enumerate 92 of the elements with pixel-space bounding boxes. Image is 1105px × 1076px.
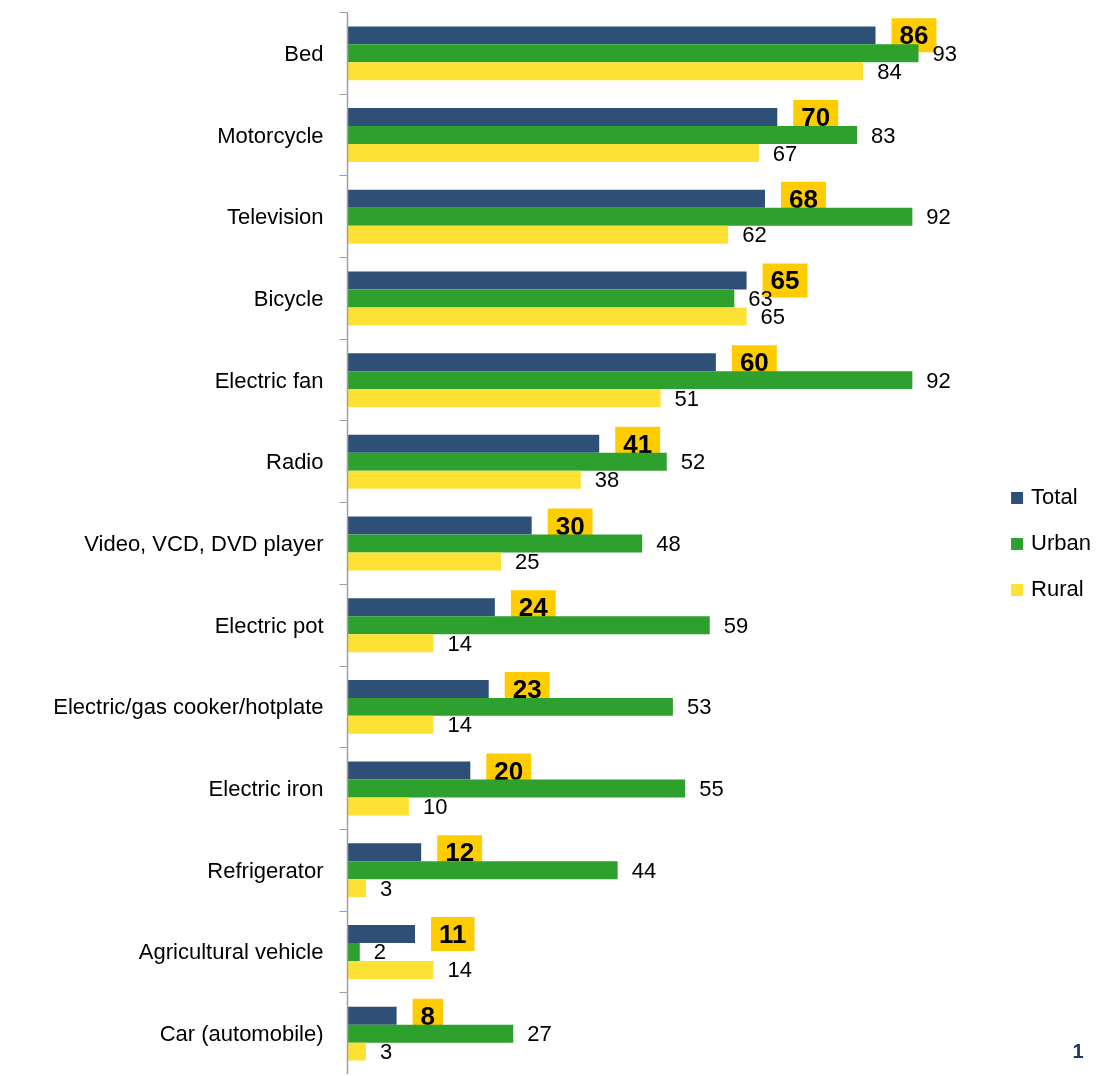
data-label: 92 [926,367,951,393]
bar [347,1024,514,1043]
y-tick-label: Electric fan [214,367,324,393]
y-tick-label: Car (automobile) [159,1021,324,1047]
bar [347,634,434,653]
data-label: 24 [518,592,549,623]
y-tick-label: Television [226,204,324,230]
data-label: 86 [899,20,929,51]
bar [347,534,643,553]
data-label: 38 [594,467,620,493]
data-label: 2 [373,939,387,965]
bar [347,452,667,471]
bar [347,843,422,862]
data-label: 70 [801,102,831,133]
data-label: 12 [445,837,475,868]
bar [347,207,913,226]
data-label: 8 [420,1000,436,1031]
y-tick-label: Bed [284,40,324,66]
data-label: 27 [527,1021,552,1047]
data-label: 67 [772,140,798,166]
bar [347,1006,397,1025]
legend-label: Urban [1031,530,1091,556]
bar [347,307,747,326]
data-label: 14 [447,630,472,656]
data-label: 25 [514,548,540,574]
data-label: 11 [439,918,467,949]
bar [347,353,716,372]
data-label: 3 [379,1039,393,1065]
data-label: 10 [422,794,448,820]
data-label: 20 [494,755,524,786]
y-tick-label: Video, VCD, DVD player [84,531,324,556]
bar [347,761,471,780]
data-label: 59 [723,612,749,638]
data-label: 84 [877,58,902,84]
bar [347,371,913,390]
data-label: 51 [674,385,700,411]
bar [347,144,759,162]
bar [347,616,710,635]
data-label: 62 [742,222,767,248]
bar [347,861,618,880]
y-tick-label: Agricultural vehicle [138,939,324,965]
bar [347,715,434,734]
data-label: 41 [623,428,653,459]
text: 1 [1072,1039,1084,1062]
bar [347,189,765,208]
bar [347,389,661,408]
bar [347,434,600,453]
bar [347,289,735,308]
data-label: 14 [447,957,472,983]
legend-label: Total [1031,484,1078,510]
y-tick-label: Electric pot [214,612,324,638]
legend-label: Rural [1031,576,1084,602]
data-label: 14 [447,712,472,738]
bar [347,697,673,716]
data-label: 30 [555,510,585,541]
bar [347,126,858,145]
y-tick-label: Radio [266,449,324,475]
bar [347,44,919,63]
bar [347,779,686,798]
bar [347,62,864,81]
bar [347,470,581,489]
bar [347,942,360,961]
data-label: 93 [932,40,957,66]
y-tick-label: Electric iron [208,776,324,802]
data-label: 68 [789,183,818,214]
bar [347,516,532,535]
y-tick-label: Motorcycle [217,122,324,148]
y-tick-label: Refrigerator [207,857,324,883]
data-label: 60 [739,347,769,378]
data-label: 83 [871,122,896,148]
bar [347,552,501,571]
bar [347,679,489,698]
data-label: 52 [680,449,706,475]
bar [347,925,416,943]
bar [347,26,876,45]
bar [347,225,729,244]
bar [347,271,747,290]
y-tick-label: Bicycle [253,285,324,311]
data-label: 53 [686,694,712,720]
bar [347,598,495,617]
data-label: 55 [699,776,724,802]
y-tick-label: Electric/gas cooker/hotplate [53,694,324,720]
data-label: 44 [631,857,657,883]
bar [347,1042,366,1061]
data-label: 92 [926,204,951,230]
bar [347,960,434,979]
data-label: 23 [512,673,542,704]
bar [347,797,409,816]
bar [347,108,778,127]
data-label: 48 [656,531,681,556]
data-label: 3 [379,875,393,901]
bar [347,879,366,898]
